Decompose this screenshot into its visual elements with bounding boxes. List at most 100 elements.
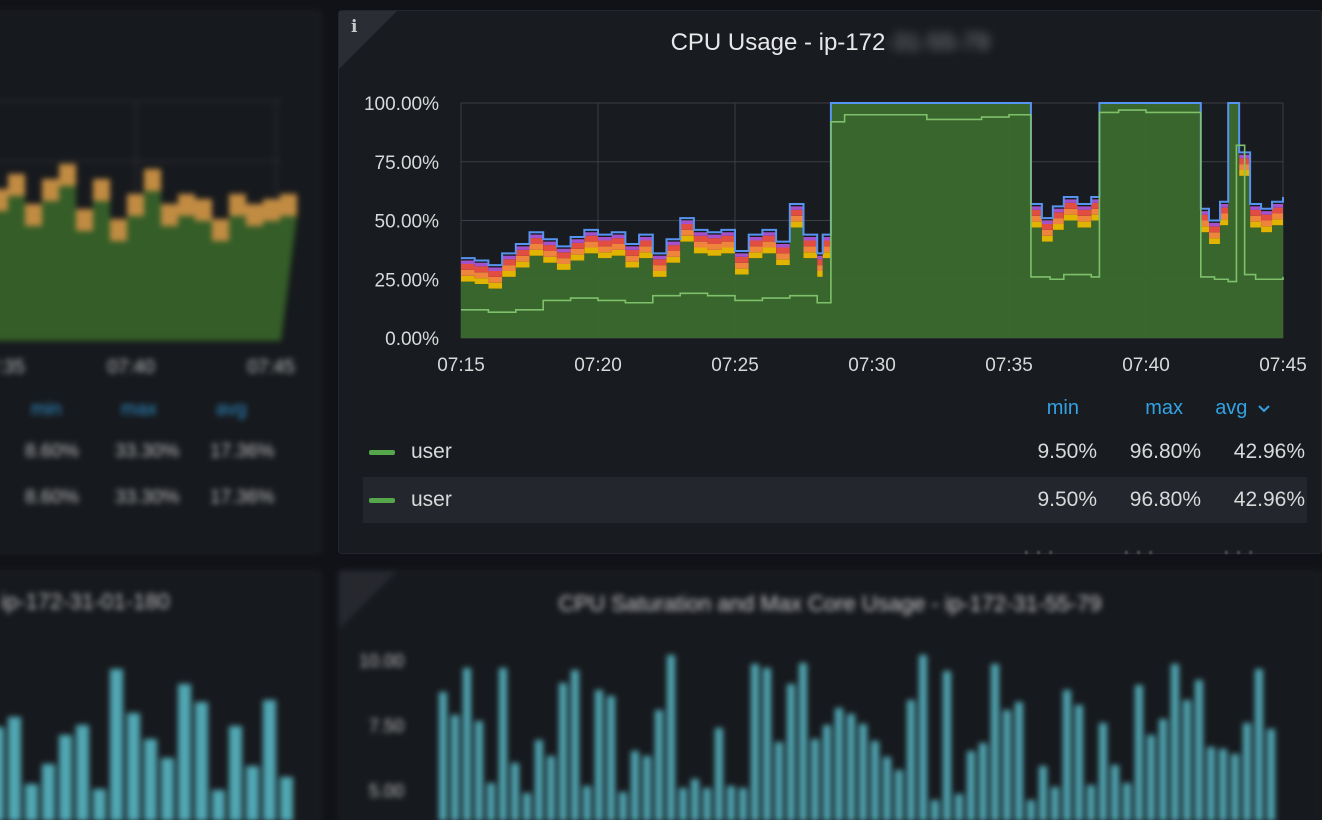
legend-header-avg[interactable]: avg [1209,397,1271,420]
left-legend-value: 33.30% [115,441,180,462]
background-bar [871,741,879,820]
background-bar [246,765,259,820]
background-bar [1219,748,1227,820]
legend-series-name[interactable]: user [411,440,452,463]
background-bar [42,764,55,820]
panel-title[interactable]: CPU Usage - ip-172-31-55-79 [339,29,1321,57]
background-bar [451,714,459,820]
background-bar [161,758,174,820]
background-bar [595,689,603,820]
y-tick-label: 25.00% [375,270,440,291]
background-bar [799,662,807,820]
background-bar [847,714,855,820]
background-bar [475,720,483,820]
background-bar [1099,722,1107,820]
background-bar [691,779,699,820]
background-bar [859,724,867,820]
info-icon[interactable]: i [351,17,358,37]
background-bar [1147,734,1155,820]
background-bar [1039,765,1047,820]
panel-title-redacted: -31-55-79 [885,29,990,56]
background-bar [280,777,293,820]
background-bar [1123,783,1131,820]
background-bar [943,671,951,820]
legend-overflow-text: · · · [1023,541,1055,555]
background-bar [1171,663,1179,820]
user-area [461,103,1283,338]
left-legend-header: max [121,399,157,420]
background-bar [229,726,242,820]
legend-min: 9.50% [1037,488,1097,511]
background-bar [76,725,89,820]
bottom-left-bars [0,631,323,820]
info-corner [339,571,397,629]
background-bar [93,789,106,820]
legend-header-max[interactable]: max [1145,397,1183,419]
background-bar [439,691,447,820]
y-tick-label: 7.50 [369,716,405,736]
background-bar [583,785,591,820]
background-bar [1231,754,1239,820]
x-tick-label: 07:35 [0,357,25,378]
background-bar [931,799,939,820]
cpu-usage-chart[interactable]: 0.00% 25.00% 50.00% 75.00% 100.00% 07:15 07:2… [339,11,1322,391]
background-bar [1195,680,1203,820]
legend-header-avg-label: avg [1215,397,1248,419]
cpu-saturation-panel: CPU Saturation and Max Core Usage - ip-1… [338,570,1322,820]
background-bar [751,663,759,820]
background-bar [823,724,831,820]
x-tick-label: 07:15 [437,355,485,376]
legend-avg: 42.96% [1233,488,1305,511]
background-bar [1183,699,1191,820]
x-tick-label: 07:20 [574,355,622,376]
left-panel-chart: 07:35 07:40 07:45 [0,100,297,378]
background-bar [547,755,555,820]
legend-row[interactable]: user 9.50% 96.80% 42.96% [363,429,1307,475]
background-bar [643,756,651,820]
background-bar [667,654,675,820]
background-bar [1051,787,1059,820]
background-bar [655,710,663,820]
background-bar [703,787,711,820]
bottom-left-panel-title: ip-172-31-01-180 [1,589,170,614]
background-bar [607,696,615,820]
background-bar [1015,702,1023,820]
cpu-usage-panel: i CPU Usage - ip-172-31-55-79 0.00% 25.00… [338,10,1322,555]
cpu-saturation-title: CPU Saturation and Max Core Usage - ip-1… [558,591,1102,616]
background-bar [59,734,72,820]
legend-overflow-text: · · · [1223,541,1255,555]
legend-header-min[interactable]: min [1046,397,1079,419]
y-tick-label: 0.00% [385,329,439,350]
background-bar [1087,785,1095,820]
background-bar [775,742,783,820]
left-panel: 07:35 07:40 07:45 min max avg 8.60% 33.30% 17.3… [0,10,322,554]
background-bar [1003,710,1011,820]
x-tick-label: 07:45 [247,357,295,378]
legend-series-name[interactable]: user [411,488,452,511]
background-bar [263,700,276,820]
background-bar [919,654,927,820]
background-bar [1135,684,1143,820]
background-bar [955,794,963,820]
cpu-saturation-bars [439,631,1299,820]
background-bar [1159,719,1167,820]
background-bar [8,716,21,820]
x-tick-label: 07:45 [1259,355,1307,376]
background-bar [1063,690,1071,820]
background-bar [559,683,567,820]
y-tick-label: 100.00% [364,94,439,115]
chevron-down-icon [1258,405,1270,413]
y-tick-label: 5.00 [369,781,405,801]
background-bar [631,751,639,820]
legend-avg: 42.96% [1233,440,1305,463]
background-bar [1267,728,1275,820]
background-bar [1207,747,1215,820]
info-corner[interactable] [339,11,397,69]
x-tick-label: 07:40 [107,357,155,378]
background-bar [511,763,519,820]
background-bar [727,785,735,820]
y-tick-label: 75.00% [375,153,440,174]
background-bar [619,791,627,820]
legend-row[interactable]: user 9.50% 96.80% 42.96% [363,477,1307,523]
